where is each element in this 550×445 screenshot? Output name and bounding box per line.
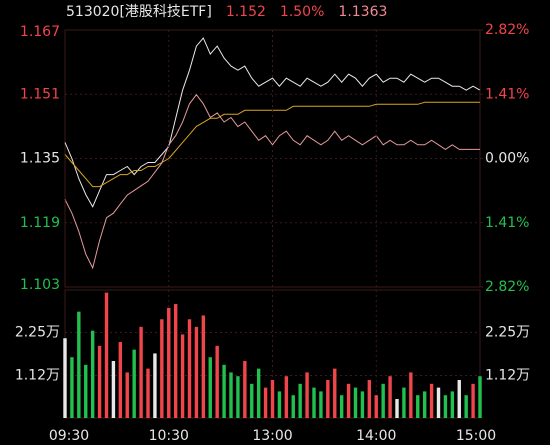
y2-tick-label: 1.41% bbox=[485, 215, 529, 231]
x-tick-label: 13:00 bbox=[252, 428, 292, 444]
volume-bar bbox=[139, 326, 143, 418]
volume-bar bbox=[250, 383, 254, 418]
x-tick-label: 10:30 bbox=[149, 428, 189, 444]
volume-bar bbox=[395, 399, 399, 418]
volume-bar bbox=[326, 380, 330, 418]
y-tick-label: 1.12万 bbox=[15, 367, 60, 383]
volume-bar bbox=[97, 345, 102, 418]
volume-bar bbox=[374, 395, 378, 418]
volume-bar bbox=[478, 376, 482, 418]
volume-bar bbox=[353, 387, 358, 418]
volume-bar bbox=[243, 361, 247, 418]
y-tick-label: 2.25万 bbox=[15, 325, 60, 341]
volume-bar bbox=[457, 380, 461, 418]
volume-bar bbox=[471, 383, 475, 418]
y2-tick-label: 2.82% bbox=[485, 279, 529, 295]
x-tick-label: 09:30 bbox=[49, 428, 89, 444]
volume-bar bbox=[416, 395, 420, 418]
volume-bar bbox=[187, 319, 192, 418]
volume-bar bbox=[194, 326, 199, 418]
volume-bar bbox=[381, 383, 385, 418]
volume-bar bbox=[104, 292, 109, 418]
volume-bar bbox=[346, 383, 351, 418]
volume-bar bbox=[464, 395, 468, 418]
price-line bbox=[64, 93, 480, 270]
header-text: 1.1363 bbox=[338, 4, 387, 20]
volume-bar bbox=[222, 364, 226, 418]
volume-bar bbox=[256, 368, 261, 418]
volume-bar bbox=[409, 372, 413, 418]
volume-bar bbox=[84, 364, 88, 418]
volume-bar bbox=[319, 391, 323, 418]
volume-bar bbox=[208, 357, 212, 418]
volume-bar bbox=[298, 383, 302, 418]
volume-bar bbox=[436, 387, 441, 418]
volume-bar bbox=[111, 361, 116, 418]
y-tick-label: 1.119 bbox=[20, 215, 60, 231]
volume-bar bbox=[160, 319, 164, 418]
volume-bar bbox=[422, 391, 427, 418]
volume-bar bbox=[90, 330, 95, 418]
y2-tick-label: 2.82% bbox=[485, 22, 529, 38]
volume-bar bbox=[277, 391, 282, 418]
header-text: 1.152 bbox=[226, 4, 266, 20]
volume-bar bbox=[125, 372, 129, 418]
volume-bar bbox=[429, 383, 434, 418]
y2-tick-label: 0.00% bbox=[485, 151, 529, 167]
volume-bar bbox=[270, 380, 275, 418]
volume-bar bbox=[236, 376, 240, 418]
volume-bar bbox=[77, 311, 81, 418]
price-frame bbox=[64, 29, 481, 288]
volume-bar bbox=[167, 307, 171, 418]
volume-bar bbox=[146, 368, 150, 418]
volume-bar bbox=[333, 368, 337, 418]
y-tick-label: 1.167 bbox=[20, 24, 60, 40]
volume-bar bbox=[388, 376, 392, 418]
x-tick-label: 15:00 bbox=[456, 428, 496, 444]
x-tick-label: 14:00 bbox=[356, 428, 396, 444]
volume-bar bbox=[180, 334, 185, 418]
volume-bar bbox=[443, 395, 448, 418]
volume-bar bbox=[305, 372, 309, 418]
header-text: 513020[港股科技ETF] bbox=[66, 4, 212, 20]
volume-bar bbox=[173, 304, 178, 418]
y-tick-label: 1.103 bbox=[20, 277, 60, 293]
volume-bar bbox=[450, 391, 455, 418]
y2-tick-label: 1.41% bbox=[485, 86, 529, 102]
y-tick-label: 2.25万 bbox=[485, 325, 530, 341]
volume-bar bbox=[312, 387, 316, 418]
volume-bar bbox=[263, 387, 268, 418]
volume-bar bbox=[215, 345, 219, 418]
volume-bar bbox=[153, 353, 157, 418]
volume-bar bbox=[63, 338, 67, 418]
volume-bar bbox=[367, 380, 372, 418]
y-tick-label: 1.151 bbox=[20, 86, 60, 102]
volume-bar bbox=[229, 372, 233, 418]
y-tick-label: 1.135 bbox=[20, 151, 60, 167]
volume-bar bbox=[70, 357, 74, 418]
volume-bar bbox=[201, 315, 206, 418]
volume-bar bbox=[118, 342, 123, 418]
volume-bar bbox=[360, 391, 365, 418]
volume-bar bbox=[339, 395, 344, 418]
header-text: 1.50% bbox=[280, 4, 324, 20]
volume-bar bbox=[291, 395, 295, 418]
y-tick-label: 1.12万 bbox=[485, 367, 530, 383]
volume-bar bbox=[284, 376, 289, 418]
volume-bar bbox=[402, 387, 406, 418]
volume-bar bbox=[132, 349, 136, 418]
price-line bbox=[64, 37, 481, 208]
